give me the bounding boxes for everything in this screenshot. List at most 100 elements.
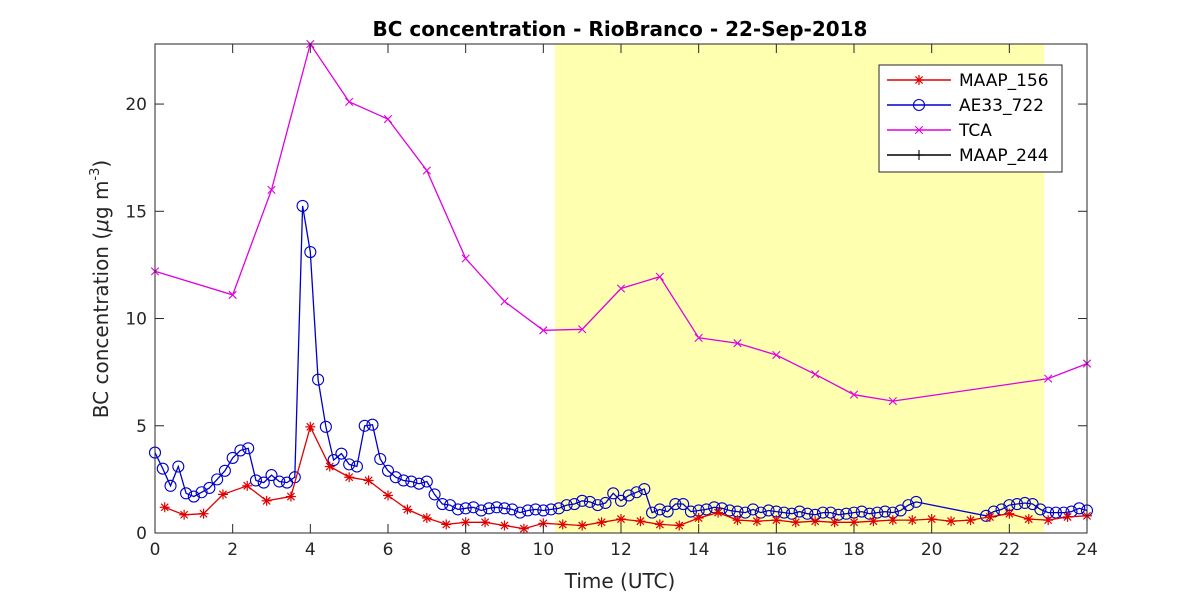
data-point-ae33-722 [630, 486, 643, 499]
data-point-ae33-722 [576, 494, 589, 507]
data-point-ae33-722 [910, 495, 923, 508]
data-point-maap-156 [1062, 511, 1073, 522]
data-point-ae33-722 [552, 502, 565, 515]
data-point-maap-156 [538, 518, 549, 529]
data-point-ae33-722 [653, 503, 666, 516]
y-label-exponent: -3 [88, 168, 103, 181]
legend-item-maap-244: MAAP_244 [887, 146, 1049, 166]
data-point-maap-156 [441, 519, 452, 530]
data-point-maap-156 [402, 504, 413, 515]
x-tick-label: 4 [305, 540, 316, 560]
data-point-ae33-722 [180, 487, 193, 500]
data-point-maap-156 [732, 515, 743, 526]
data-point-tca [733, 339, 742, 348]
series-maap-156 [159, 421, 1092, 534]
data-point-ae33-722 [211, 473, 224, 486]
data-point-ae33-722 [312, 373, 325, 386]
data-point-ae33-722 [226, 451, 239, 464]
data-point-maap-156 [926, 514, 937, 525]
data-point-ae33-722 [172, 460, 185, 473]
data-point-ae33-722 [684, 505, 697, 518]
data-point-ae33-722 [490, 501, 503, 514]
data-point-maap-156 [344, 472, 355, 483]
x-tick-label: 12 [610, 540, 632, 560]
legend: MAAP_156 AE33_722 TCA MAAP_244 [878, 64, 1063, 173]
data-point-ae33-722 [599, 496, 612, 510]
x-tick-label: 8 [460, 540, 471, 560]
data-point-maap-156 [179, 509, 190, 520]
data-point-ae33-722 [568, 497, 581, 511]
y-tick-label: 20 [125, 95, 147, 115]
data-point-ae33-722 [746, 503, 760, 516]
y-label-suffix: ) [89, 160, 113, 168]
data-point-maap-156 [810, 516, 821, 527]
y-tick-label: 5 [136, 417, 147, 437]
data-point-ae33-722 [529, 503, 542, 516]
x-tick-label: 20 [921, 540, 943, 560]
legend-item-maap-156: MAAP_156 [887, 71, 1049, 91]
legend-marker [914, 75, 924, 85]
data-point-tca [383, 114, 393, 124]
x-tick-label: 18 [843, 540, 865, 560]
y-tick-label: 10 [125, 310, 147, 330]
data-point-ae33-722 [1011, 497, 1024, 511]
data-point-ae33-722 [816, 506, 829, 519]
data-point-maap-156 [654, 519, 665, 530]
data-point-ae33-722 [343, 458, 356, 471]
data-point-maap-156 [887, 515, 898, 526]
data-point-ae33-722 [234, 444, 247, 457]
data-point-maap-156 [557, 519, 568, 530]
data-point-maap-156 [217, 489, 228, 500]
data-point-ae33-722 [350, 460, 363, 473]
data-point-maap-156 [480, 517, 491, 528]
legend-box [878, 64, 1063, 173]
y-label-prefix: BC concentration ( [89, 232, 113, 418]
data-point-ae33-722 [218, 464, 231, 477]
data-point-tca [888, 396, 897, 406]
data-point-ae33-722 [762, 504, 775, 517]
data-point-ae33-722 [739, 506, 752, 519]
data-point-ae33-722 [335, 447, 348, 460]
data-point-maap-156 [324, 461, 335, 472]
x-tick-label: 10 [533, 540, 555, 560]
data-point-ae33-722 [723, 504, 736, 517]
series-tca [150, 39, 1092, 406]
series-layer [148, 39, 1094, 534]
y-tick-label: 0 [136, 524, 147, 544]
data-point-ae33-722 [459, 502, 472, 515]
data-point-maap-156 [285, 491, 296, 502]
x-axis-label: Time (UTC) [564, 569, 676, 593]
data-point-ae33-722 [428, 488, 441, 501]
data-point-maap-156 [421, 512, 432, 523]
data-point-maap-156 [771, 515, 782, 526]
legend-marker [912, 98, 926, 112]
data-point-tca [655, 272, 664, 281]
data-point-maap-156 [305, 421, 316, 432]
data-point-ae33-722 [164, 479, 177, 492]
data-point-tca [694, 333, 703, 342]
data-point-maap-156 [577, 520, 588, 531]
data-point-maap-156 [460, 517, 471, 528]
data-point-ae33-722 [436, 497, 449, 511]
data-point-tca [616, 284, 626, 293]
x-tick-label: 0 [150, 540, 161, 560]
data-point-maap-156 [596, 517, 607, 528]
data-point-ae33-722 [537, 504, 550, 517]
data-point-tca [500, 297, 509, 306]
data-point-ae33-722 [638, 482, 651, 496]
data-point-ae33-722 [327, 454, 340, 467]
data-point-tca [345, 97, 354, 107]
data-point-ae33-722 [521, 504, 534, 517]
data-point-ae33-722 [793, 505, 806, 518]
data-point-maap-156 [1004, 508, 1015, 519]
data-point-ae33-722 [451, 503, 464, 516]
data-point-maap-156 [383, 490, 393, 501]
data-point-maap-156 [984, 511, 995, 522]
data-point-maap-156 [499, 520, 510, 531]
x-tick-label: 24 [1076, 540, 1098, 560]
data-point-ae33-722 [475, 504, 488, 517]
data-point-ae33-722 [840, 507, 853, 520]
data-point-ae33-722 [646, 506, 659, 519]
